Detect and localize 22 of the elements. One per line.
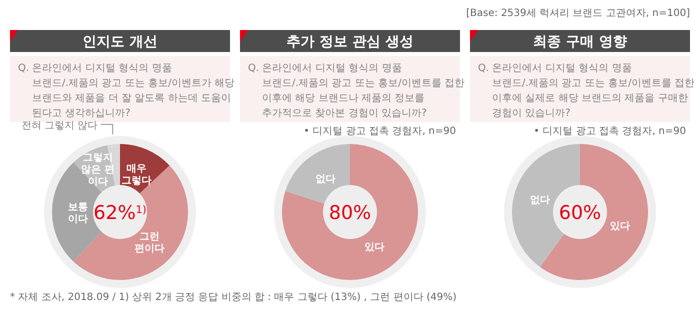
chart-title: 인지도 개선 <box>82 34 158 50</box>
slice-label: 그렇지 않은 편 이다 <box>81 152 114 188</box>
slice-label: 전혀 그렇지 않다 <box>21 120 98 132</box>
chart-subtitle: Q. 온라인에서 디지털 형식의 명품 브랜드/.제품의 광고 또는 홍보/이벤트가 해당 브랜드와 제품을 더 잘 알도록 하는데 도움이 된다고 생각하십니까? <box>18 63 235 119</box>
chart-title: 추가 정보 관심 생성 <box>286 34 414 50</box>
slice-label: 그런 편이다 <box>134 232 165 255</box>
slice-label: 없다 <box>530 195 550 206</box>
slice-label: 있다 <box>364 242 385 253</box>
text: [Base: 2539세 럭셔리 브랜드 고관여자, n=100] <box>466 8 690 19</box>
chart-title: 최종 구매 영향 <box>533 34 627 50</box>
text: 80% <box>328 202 372 224</box>
text: 62%$^{1)}$ <box>94 202 146 224</box>
slice-label: 매우 그렇다 <box>122 163 152 186</box>
chart-subtitle: Q. 온라인에서 디지털 형식의 명품 브랜드/.제품의 광고 또는 홍보/이벤트를 접한 이후에 해당 브랜드나 제품의 정보를 추가적으로 찾아본 경험이 있습니까? <box>248 63 465 119</box>
text: • 디지털 광고 접촉 경험자, n=90 <box>304 126 456 137</box>
slice-label: 있다 <box>610 220 630 232</box>
slice-label: 보통 이다 <box>68 202 88 225</box>
text: * 자체 조사, 2018.09 / 1) 상위 2개 긍정 응답 비중의 합 : 매우 그렇다 (13%) , 그런 편이다 (49%) <box>10 292 457 303</box>
text: • 디지털 광고 접촉 경험자, n=90 <box>534 126 686 137</box>
text: 60% <box>558 202 602 224</box>
slice-label: 없다 <box>315 174 336 186</box>
chart-subtitle: Q. 온라인에서 디지털 형식의 명품 브랜드/.제품의 광고 또는 홍보/이벤트를 접한 이후에 실제로 해당 브랜드의 제품을 구매한 경험이 있습니까? <box>478 63 695 119</box>
